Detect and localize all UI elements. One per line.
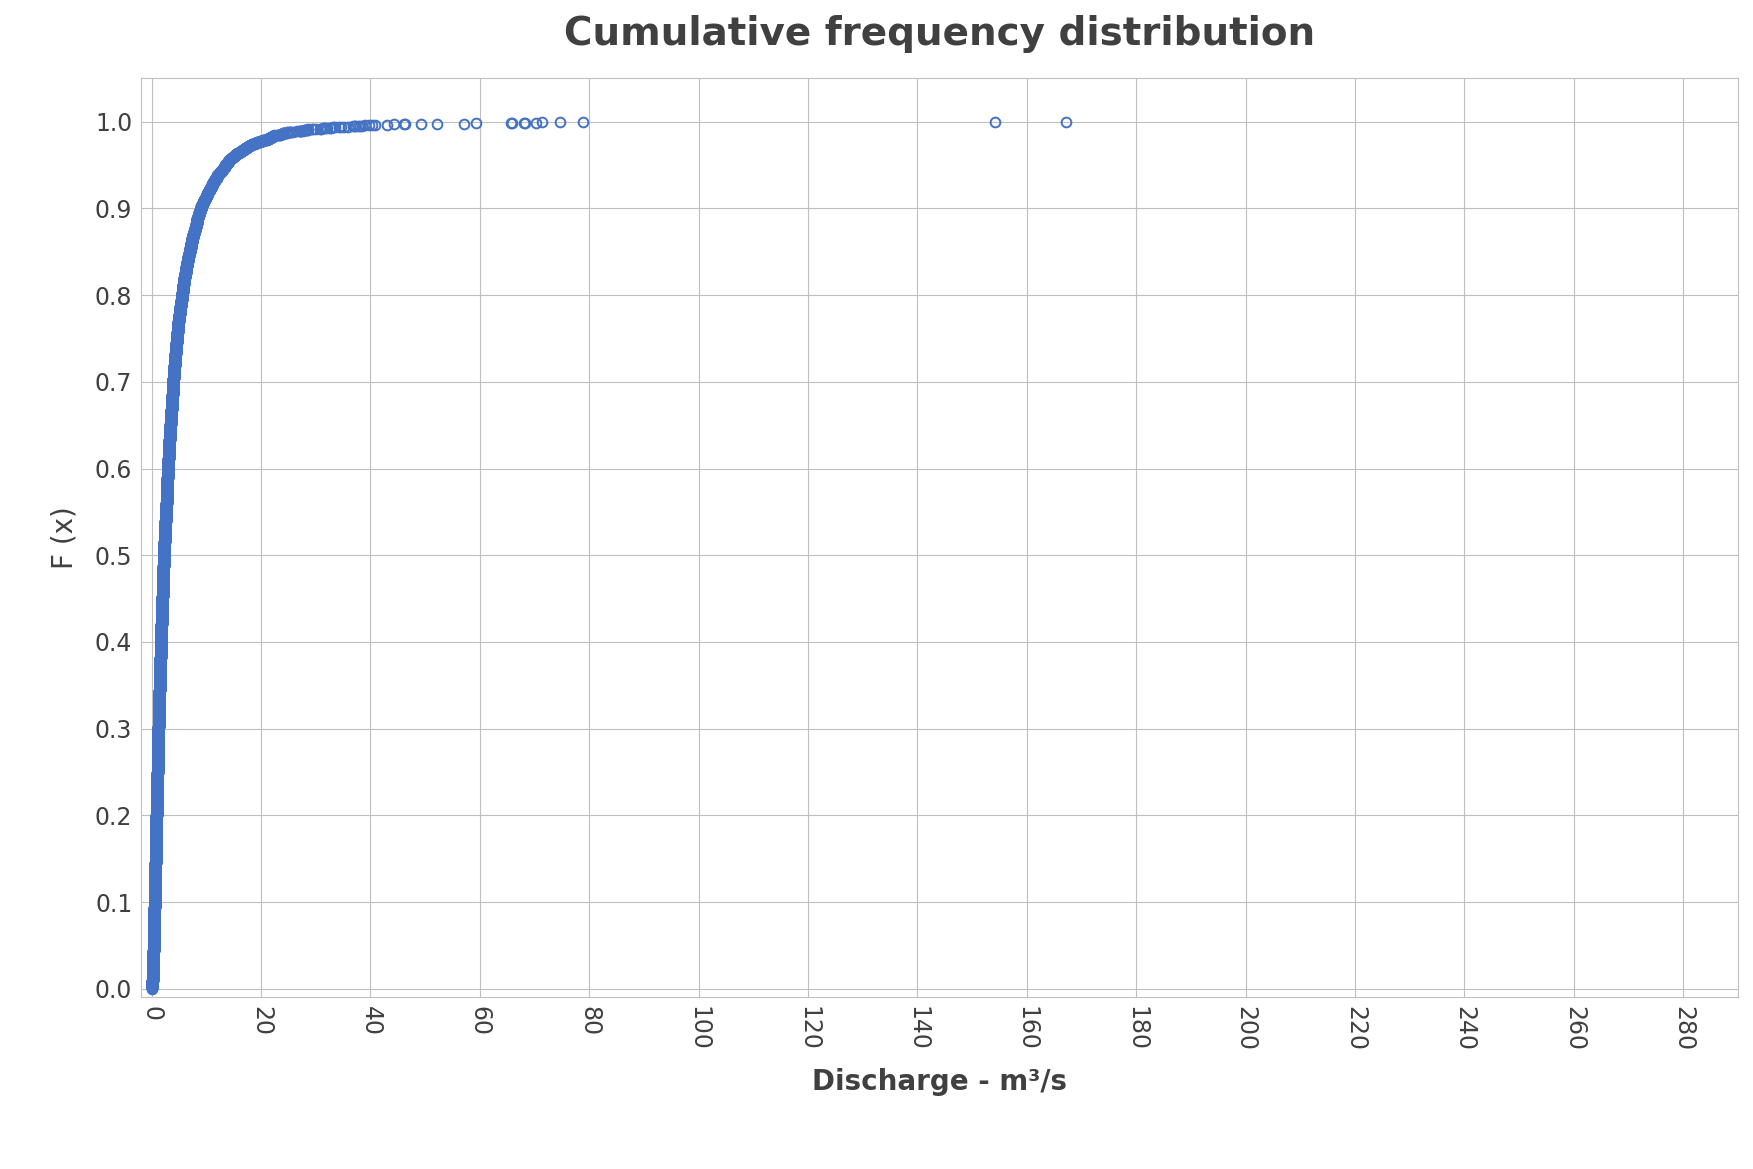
X-axis label: Discharge - m³/s: Discharge - m³/s [812, 1067, 1068, 1095]
Y-axis label: F (x): F (x) [51, 506, 79, 569]
Title: Cumulative frequency distribution: Cumulative frequency distribution [564, 15, 1315, 53]
